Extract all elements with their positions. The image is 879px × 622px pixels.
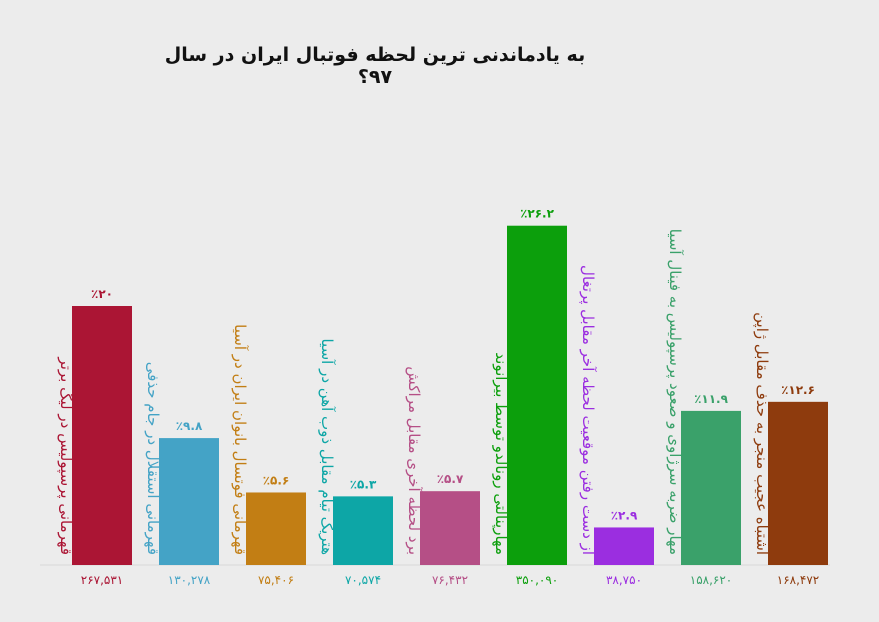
bar [246,492,306,565]
category-label: اشتباه عجیب منجر به حذف مقابل ژاپن [752,312,771,555]
vote-count-label: ۷۵,۴۰۶ [258,573,294,587]
vote-count-label: ۳۸,۷۵۰ [606,573,642,587]
bar [681,410,741,565]
category-label: مهارپنالتی رونالدو توسط بیرانوند [491,352,510,555]
bar-value-label: ٪۲۰ [91,287,113,301]
bar [507,225,567,565]
category-label: قهرمانی استقلال در جام حذفی [144,362,162,555]
category-label: قهرمانی فوتسال بانوان ایران در آسیا [231,324,249,555]
bar [594,527,654,565]
bar [768,401,828,565]
vote-count-label: ۱۵۸,۶۲۰ [690,573,733,587]
bar [420,491,480,565]
vote-count-label: ۱۳۰,۲۷۸ [168,573,211,587]
bar-value-label: ٪۵.۷ [437,472,464,486]
category-label: مهار ضربه سرژاوی و صعود پرسپولیس به فینا… [665,229,684,555]
chart-title: به یادماندنی ترین لحظه فوتبال ایران در س… [164,44,586,88]
bar [333,496,393,565]
vote-count-label: ۷۶,۴۳۲ [432,573,468,587]
category-label: هتریک تیام مقابل ذوب آهن در آسیا [318,338,336,555]
bar-value-label: ٪۵.۳ [350,477,377,491]
bar [159,438,219,565]
bar-value-label: ٪۱۱.۹ [694,392,729,406]
bar-value-label: ٪۲.۹ [611,508,638,522]
vote-count-label: ۷۰,۵۷۴ [345,573,381,587]
category-label: برد لحظه آخری مقابل مراکش [405,366,423,555]
bar-value-label: ٪۲۶.۲ [520,207,555,221]
bar-value-label: ٪۱۲.۶ [781,383,815,397]
vote-count-label: ۱۶۸,۴۷۲ [777,573,820,587]
bar-value-label: ٪۵.۶ [263,473,290,487]
vote-count-label: ۲۶۷,۵۳۱ [81,573,124,587]
bar [72,306,132,565]
vote-count-label: ۳۵۰,۰۹۰ [516,573,559,587]
category-label: از دست رفتن موقعیت لحظه آخر مقابل پرتغال [578,265,597,555]
bar-value-label: ٪۹.۸ [176,419,203,433]
category-label: قهرمانی پرسپولیس در لیگ برتر [56,356,75,555]
